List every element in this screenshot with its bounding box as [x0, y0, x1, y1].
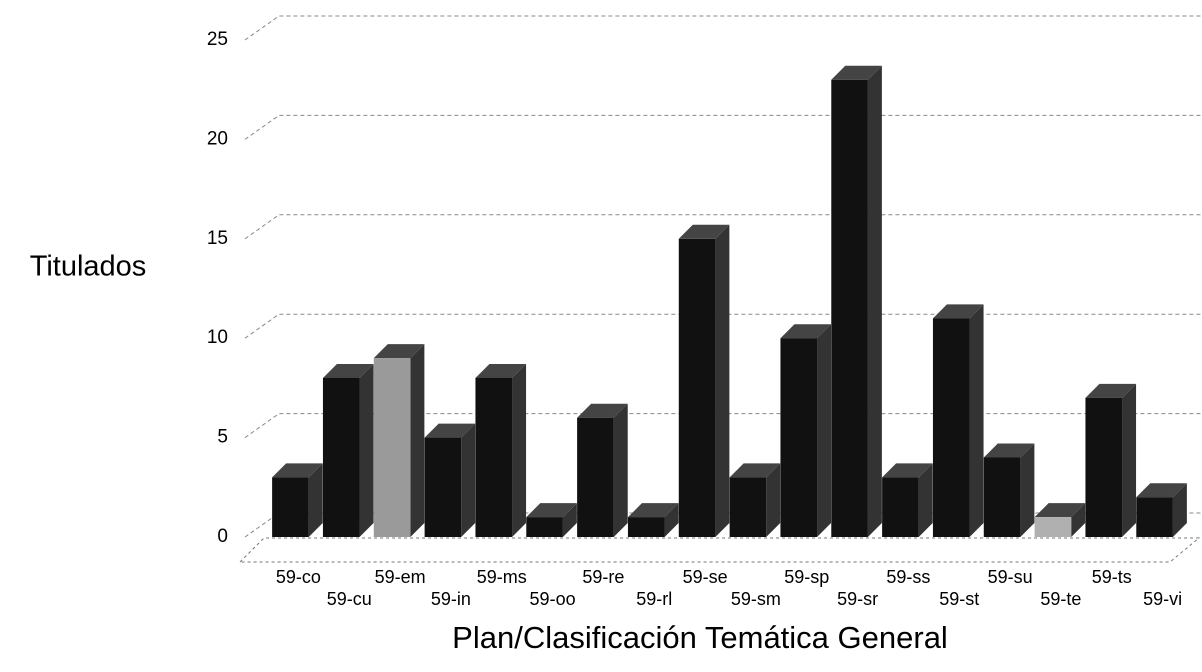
bar: [932, 318, 970, 537]
y-tick-label: 5: [217, 427, 228, 448]
grid-line: [244, 15, 1202, 41]
x-tick-label: 59-rl: [636, 589, 672, 609]
bar-side: [918, 463, 933, 537]
x-tick-label: 59-ss: [886, 567, 930, 587]
grid-line: [244, 313, 1202, 339]
bar-side: [1071, 503, 1086, 537]
bar-side: [461, 423, 476, 537]
bar-top: [526, 503, 577, 518]
bar-top: [373, 344, 425, 359]
bar: [882, 477, 919, 537]
bar: [577, 417, 614, 537]
bar-top: [322, 363, 374, 378]
grid-line: [244, 413, 1202, 439]
bar: [424, 437, 462, 537]
x-tick-label: 59-cu: [327, 589, 372, 609]
grid-line: [244, 214, 1202, 240]
floor: [239, 537, 1201, 563]
bar-top: [932, 304, 984, 319]
bar: [780, 338, 818, 537]
x-tick-label: 59-su: [988, 567, 1033, 587]
bar-top: [1136, 483, 1187, 498]
bar-top: [475, 363, 527, 378]
bar-side: [1020, 443, 1035, 537]
bar: [729, 477, 767, 537]
x-tick-label: 59-sr: [837, 589, 878, 609]
bar-top: [577, 403, 628, 418]
bar-top: [1034, 503, 1086, 518]
x-tick-label: 59-in: [431, 589, 471, 609]
bar-top: [678, 224, 730, 239]
y-tick-label: 15: [207, 228, 228, 249]
bar-side: [410, 344, 425, 537]
bar-top: [729, 463, 781, 478]
x-tick-label: 59-sm: [731, 589, 781, 609]
bar-side: [1172, 483, 1187, 537]
bar: [526, 517, 563, 537]
x-tick-label: 59-em: [375, 567, 426, 587]
bar-top: [831, 65, 882, 80]
bar-top: [424, 423, 476, 438]
x-axis-title: Plan/Clasificación Temática General: [452, 620, 948, 655]
bar-side: [867, 65, 882, 537]
x-tick-label: 59-re: [582, 567, 624, 587]
x-tick-label: 59-co: [276, 567, 321, 587]
bar: [1034, 517, 1072, 537]
x-tick-label: 59-sp: [784, 567, 829, 587]
bar-top: [882, 463, 933, 478]
bar: [627, 517, 665, 537]
bar-side: [359, 363, 374, 537]
bar-side: [969, 304, 984, 537]
bar-top: [780, 324, 832, 339]
bar: [1136, 497, 1173, 537]
bar: [373, 358, 411, 537]
bar: [678, 238, 716, 538]
grid-line: [244, 114, 1202, 140]
x-tick-label: 59-se: [683, 567, 728, 587]
bar: [1085, 397, 1123, 537]
y-axis-title: Titulados: [30, 251, 147, 283]
bar: [322, 377, 360, 537]
bar-side: [715, 224, 730, 538]
bar-side: [817, 324, 832, 537]
bar: [983, 457, 1021, 537]
bar-side: [512, 363, 527, 537]
bar-side: [613, 403, 628, 537]
bar-top: [272, 463, 323, 478]
x-tick-label: 59-ts: [1092, 567, 1132, 587]
x-tick-label: 59-st: [939, 589, 979, 609]
bar-side: [1122, 383, 1137, 537]
y-tick-label: 20: [207, 128, 228, 149]
x-tick-label: 59-ms: [477, 567, 527, 587]
x-tick-label: 59-vi: [1143, 589, 1182, 609]
bar: [831, 79, 868, 537]
y-tick-label: 0: [217, 526, 228, 547]
bar-top: [627, 503, 679, 518]
bar-top: [1085, 383, 1137, 398]
x-tick-label: 59-oo: [530, 589, 576, 609]
bar-side: [562, 503, 577, 537]
bar-side: [308, 463, 323, 537]
bar: [475, 377, 513, 537]
y-tick-label: 25: [207, 29, 228, 50]
bar: [272, 477, 309, 537]
y-tick-label: 10: [207, 327, 228, 348]
bar-top: [983, 443, 1035, 458]
bar-side: [664, 503, 679, 537]
x-tick-label: 59-te: [1040, 589, 1081, 609]
bar-side: [766, 463, 781, 537]
